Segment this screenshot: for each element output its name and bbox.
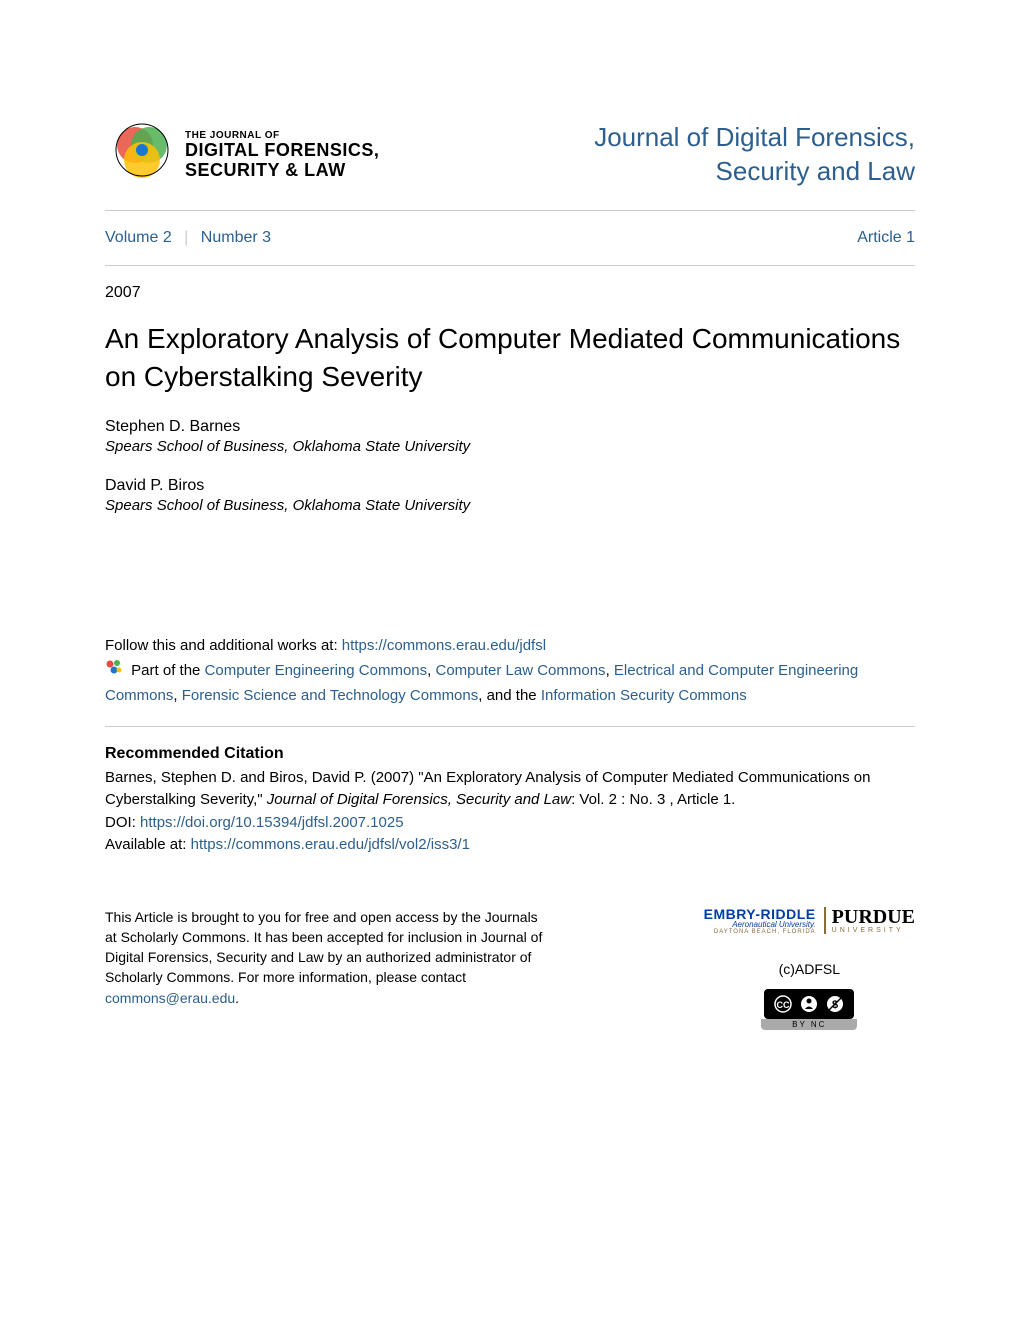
article-link[interactable]: Article 1 xyxy=(857,229,915,246)
logo-line2: SECURITY & LAW xyxy=(185,161,379,181)
citation-post: : Vol. 2 : No. 3 , Article 1. xyxy=(571,791,735,808)
author-block: Stephen D. Barnes Spears School of Busin… xyxy=(105,418,915,455)
cc-icons: CC $ xyxy=(764,989,854,1019)
footer-logos: EMBRY-RIDDLE Aeronautical University. DA… xyxy=(704,907,915,1030)
follow-prefix: Follow this and additional works at: xyxy=(105,637,342,654)
network-icon xyxy=(105,658,123,684)
author-name: David P. Biros xyxy=(105,477,915,495)
citation-journal: Journal of Digital Forensics, Security a… xyxy=(267,791,571,808)
footer-text: This Article is brought to you for free … xyxy=(105,907,545,1008)
follow-url-link[interactable]: https://commons.erau.edu/jdfsl xyxy=(342,637,546,654)
header: THE JOURNAL OF DIGITAL FORENSICS, SECURI… xyxy=(105,120,915,190)
university-logos: EMBRY-RIDDLE Aeronautical University. DA… xyxy=(704,907,915,935)
commons-link[interactable]: Computer Engineering Commons xyxy=(205,662,428,679)
part-of-line: Part of the Computer Engineering Commons… xyxy=(105,658,915,708)
author-name: Stephen D. Barnes xyxy=(105,418,915,436)
copyright-text: (c)ADFSL xyxy=(704,961,915,977)
divider xyxy=(105,726,915,727)
purdue-l1: PURDUE xyxy=(832,907,915,927)
author-affiliation: Spears School of Business, Oklahoma Stat… xyxy=(105,497,915,514)
follow-block: Follow this and additional works at: htt… xyxy=(105,634,915,708)
page-container: THE JOURNAL OF DIGITAL FORENSICS, SECURI… xyxy=(0,0,1020,1320)
breadcrumb-right: Article 1 xyxy=(857,229,915,247)
author-block: David P. Biros Spears School of Business… xyxy=(105,477,915,514)
and-the: , and the xyxy=(478,687,541,704)
cc-label: BY NC xyxy=(761,1019,857,1030)
contact-email-link[interactable]: commons@erau.edu xyxy=(105,990,235,1006)
purdue-l2: UNIVERSITY xyxy=(832,927,915,934)
logo-text: THE JOURNAL OF DIGITAL FORENSICS, SECURI… xyxy=(185,130,379,181)
commons-link[interactable]: Computer Law Commons xyxy=(436,662,606,679)
logo-line1: DIGITAL FORENSICS, xyxy=(185,141,379,161)
svg-text:CC: CC xyxy=(777,1000,790,1010)
commons-link[interactable]: Forensic Science and Technology Commons xyxy=(182,687,479,704)
article-title: An Exploratory Analysis of Computer Medi… xyxy=(105,320,915,396)
embry-riddle-logo: EMBRY-RIDDLE Aeronautical University. DA… xyxy=(704,907,816,935)
journal-title-line2: Security and Law xyxy=(594,155,915,189)
divider xyxy=(105,265,915,266)
citation-body: Barnes, Stephen D. and Biros, David P. (… xyxy=(105,767,915,857)
author-affiliation: Spears School of Business, Oklahoma Stat… xyxy=(105,438,915,455)
follow-line: Follow this and additional works at: htt… xyxy=(105,634,915,658)
journal-title-link[interactable]: Journal of Digital Forensics, Security a… xyxy=(594,121,915,189)
cc-license-badge[interactable]: CC $ BY NC xyxy=(761,983,857,1030)
divider xyxy=(105,210,915,211)
number-link[interactable]: Number 3 xyxy=(201,229,271,246)
breadcrumb-left: Volume 2 | Number 3 xyxy=(105,229,271,247)
avail-link[interactable]: https://commons.erau.edu/jdfsl/vol2/iss3… xyxy=(191,836,470,853)
citation-header: Recommended Citation xyxy=(105,745,915,763)
journal-logo-block: THE JOURNAL OF DIGITAL FORENSICS, SECURI… xyxy=(105,120,379,190)
pipe-separator: | xyxy=(184,229,188,246)
commons-link[interactable]: Information Security Commons xyxy=(541,687,747,704)
purdue-logo: PURDUE UNIVERSITY xyxy=(824,907,915,934)
footer-period: . xyxy=(235,990,239,1006)
avail-label: Available at: xyxy=(105,836,191,853)
doi-link[interactable]: https://doi.org/10.15394/jdfsl.2007.1025 xyxy=(140,814,404,831)
volume-link[interactable]: Volume 2 xyxy=(105,229,172,246)
embry-l2: Aeronautical University. xyxy=(704,921,816,929)
journal-title-line1: Journal of Digital Forensics, xyxy=(594,121,915,155)
breadcrumb-row: Volume 2 | Number 3 Article 1 xyxy=(105,223,915,253)
embry-l3: DAYTONA BEACH, FLORIDA xyxy=(704,929,816,935)
publication-year: 2007 xyxy=(105,284,915,302)
footer-pre: This Article is brought to you for free … xyxy=(105,909,542,986)
embry-l1: EMBRY-RIDDLE xyxy=(704,907,816,921)
doi-label: DOI: xyxy=(105,814,140,831)
part-prefix: Part of the xyxy=(131,662,204,679)
footer-row: This Article is brought to you for free … xyxy=(105,907,915,1030)
venn-logo-icon xyxy=(105,120,175,190)
